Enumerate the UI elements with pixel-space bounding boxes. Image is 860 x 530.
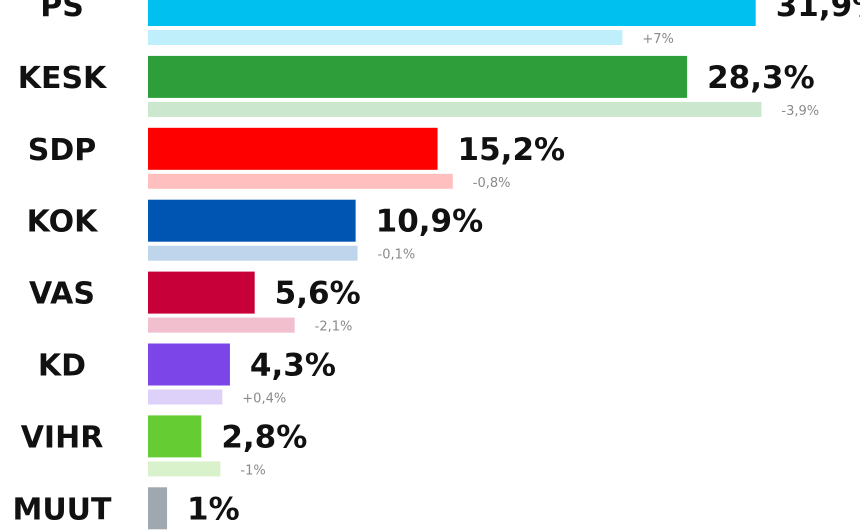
bar-muut [148,487,168,530]
category-label-vihr: VIHR [21,420,104,455]
value-label-kok: 10,9% [376,204,484,240]
previous-bar-kesk [148,101,762,117]
previous-bar-ps [148,30,623,45]
category-label-kd: KD [38,349,86,384]
category-label-vas: VAS [29,277,95,312]
category-label-kesk: KESK [18,61,108,96]
change-label-vas: -2,1% [315,320,353,335]
value-label-muut: 1% [187,491,240,527]
change-label-ps: +7% [642,32,674,47]
previous-bar-kok [148,245,358,261]
category-label-sdp: SDP [28,133,97,168]
change-label-kesk: -3,9% [781,104,819,119]
previous-bar-kd [148,389,223,405]
category-label-muut: MUUT [12,492,112,527]
value-label-kd: 4,3% [250,348,336,384]
change-label-kok: -0,1% [378,248,416,263]
previous-bar-vas [148,317,295,333]
previous-bar-sdp [148,173,453,189]
bar-kesk [148,55,688,98]
value-label-ps: 31,9% [776,0,860,24]
value-label-sdp: 15,2% [458,132,566,168]
change-label-kd: +0,4% [242,392,286,407]
bar-sdp [148,127,438,170]
value-label-kesk: 28,3% [707,60,815,96]
change-label-vihr: -1% [240,463,265,478]
bar-vas [148,271,255,314]
bar-kok [148,199,356,242]
previous-bar-vihr [148,461,221,477]
change-label-sdp: -0,8% [473,176,511,191]
bar-ps [148,0,756,26]
category-label-kok: KOK [27,205,99,240]
bar-kd [148,343,230,386]
bar-vihr [148,415,202,458]
category-label-ps: PS [40,0,84,24]
value-label-vihr: 2,8% [221,419,307,455]
value-label-vas: 5,6% [275,276,361,312]
